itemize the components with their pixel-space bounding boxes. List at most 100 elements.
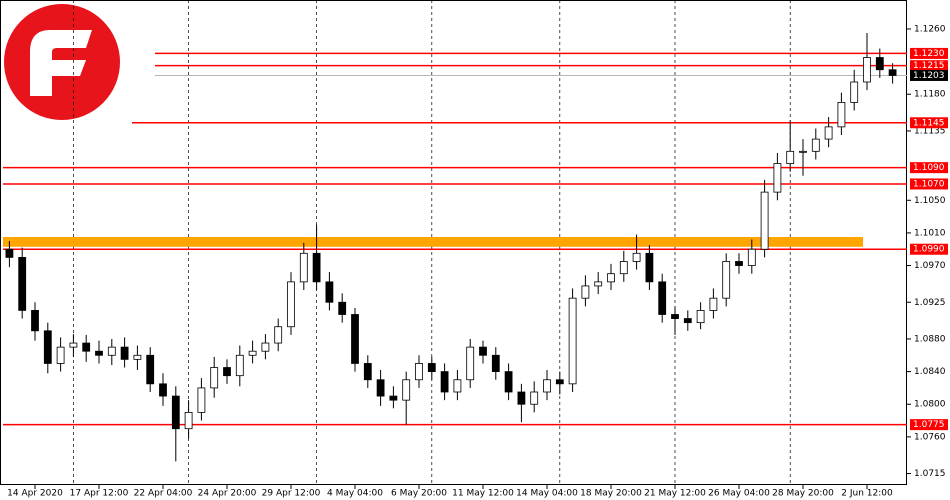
candle-body xyxy=(658,281,667,315)
support-zone xyxy=(3,236,863,247)
candle-body xyxy=(453,379,462,393)
y-tick-label: 1.0840 xyxy=(914,367,946,377)
candle-body xyxy=(543,379,551,393)
level-label-box xyxy=(910,162,948,174)
candle-body xyxy=(747,248,756,266)
candle-body xyxy=(376,379,385,397)
candle-body xyxy=(530,391,539,405)
candle-body xyxy=(555,379,564,385)
candle-body xyxy=(389,395,398,401)
candle-body xyxy=(43,330,52,364)
candle-body xyxy=(645,252,654,283)
y-tick-label: 1.0760 xyxy=(914,432,946,442)
candle-body xyxy=(479,346,487,356)
level-label-box xyxy=(910,117,948,129)
candle-body xyxy=(299,252,308,283)
candle-body xyxy=(466,346,475,381)
candle-body xyxy=(107,346,116,356)
candle-body xyxy=(607,273,615,283)
candle-body xyxy=(31,310,39,332)
x-tick-label: 29 Apr 12:00 xyxy=(262,489,321,499)
candle-body xyxy=(210,367,219,389)
candle-body xyxy=(223,367,231,377)
y-tick-label: 1.1180 xyxy=(914,90,946,100)
level-label-box xyxy=(910,243,948,255)
candle-body xyxy=(95,350,103,356)
candle-body xyxy=(735,261,743,266)
y-tick-label: 1.0880 xyxy=(914,334,946,344)
candle-body xyxy=(504,371,513,393)
candle-body xyxy=(709,297,718,311)
candle-body xyxy=(56,346,65,364)
candle-body xyxy=(312,252,321,283)
level-label-box xyxy=(910,178,948,190)
candle-body xyxy=(427,363,436,373)
candle-body xyxy=(875,57,884,71)
candle-body xyxy=(824,126,833,140)
y-tick-label: 1.0715 xyxy=(914,469,946,479)
candle-body xyxy=(82,342,91,352)
current-price-label: 1.1203 xyxy=(913,71,945,81)
y-tick-label: 1.1050 xyxy=(914,196,946,206)
level-label-box xyxy=(910,60,948,72)
candle-body xyxy=(159,383,167,397)
y-tick-label: 1.0800 xyxy=(914,400,946,410)
candle-body xyxy=(863,57,871,83)
level-label: 1.1090 xyxy=(913,163,945,173)
x-tick-label: 4 May 04:00 xyxy=(327,489,383,499)
x-tick-label: 11 May 12:00 xyxy=(452,489,514,499)
candle-body xyxy=(338,301,347,315)
candle-body xyxy=(568,297,577,385)
x-tick-label: 6 May 20:00 xyxy=(391,489,447,499)
x-tick-label: 18 May 20:00 xyxy=(580,489,642,499)
y-tick-label: 1.1010 xyxy=(914,228,946,238)
candle-body xyxy=(799,150,807,153)
y-tick-label: 1.0970 xyxy=(914,261,946,271)
candle-body xyxy=(619,261,628,275)
level-label-box xyxy=(910,419,948,431)
candle-body xyxy=(261,342,270,352)
candle-body xyxy=(235,354,244,377)
logo xyxy=(4,4,120,120)
level-label: 1.1145 xyxy=(913,118,945,128)
level-label: 1.0990 xyxy=(913,245,945,255)
candle-body xyxy=(363,363,372,381)
candle-body xyxy=(69,342,78,348)
candle-body xyxy=(760,191,769,250)
candle-body xyxy=(402,379,411,401)
x-tick-label: 17 Apr 12:00 xyxy=(70,489,129,499)
candle-body xyxy=(351,314,359,364)
candle-body xyxy=(274,326,283,344)
candle-body xyxy=(786,150,795,164)
x-tick-label: 24 Apr 20:00 xyxy=(198,489,257,499)
x-tick-label: 14 May 04:00 xyxy=(516,489,578,499)
candle-body xyxy=(696,310,705,324)
x-tick-label: 22 Apr 04:00 xyxy=(134,489,193,499)
candle-body xyxy=(120,346,129,360)
level-label: 1.1230 xyxy=(913,49,945,59)
candle-body xyxy=(517,391,526,405)
x-tick-label: 21 May 12:00 xyxy=(644,489,706,499)
candle-body xyxy=(197,387,206,413)
x-tick-label: 2 Jun 12:00 xyxy=(841,489,893,499)
candle-body xyxy=(325,281,334,303)
x-tick-label: 14 Apr 2020 xyxy=(7,489,63,499)
candle-body xyxy=(671,314,679,319)
x-tick-label: 26 May 04:00 xyxy=(708,489,770,499)
candle-body xyxy=(773,163,782,193)
y-tick-label: 1.1260 xyxy=(914,24,946,34)
candle-body xyxy=(415,363,423,381)
candle-body xyxy=(491,354,500,373)
candle-body xyxy=(722,261,731,299)
candle-body xyxy=(594,281,603,287)
level-label-box xyxy=(910,47,948,59)
logo-mark xyxy=(30,30,92,96)
level-label: 1.1215 xyxy=(913,61,945,71)
candle-body xyxy=(581,285,590,299)
candle-body xyxy=(171,395,180,430)
candle-body xyxy=(184,411,193,430)
candle-body xyxy=(5,248,14,258)
candle-body xyxy=(683,318,692,324)
candle-body xyxy=(888,69,897,76)
